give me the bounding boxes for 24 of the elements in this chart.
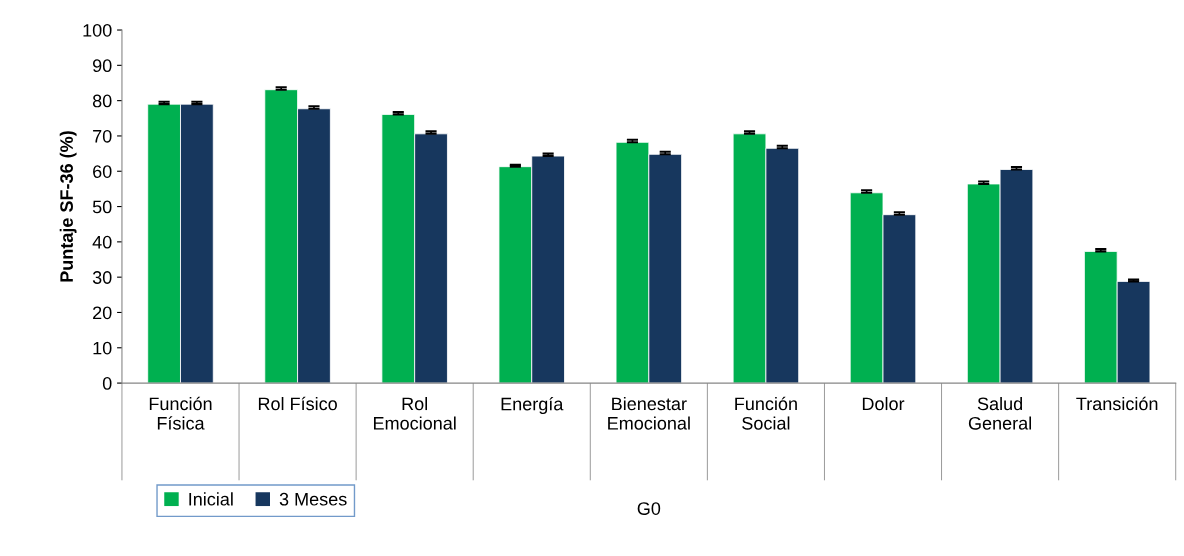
y-tick-label: 90 [92,59,112,73]
x-tick-label: Transición [1076,396,1158,411]
y-tick-label: 70 [93,129,112,143]
x-tick-label: Dolor [862,396,905,411]
x-axis-title: G0 [637,502,661,515]
legend-label: 3 Meses [279,492,347,506]
y-tick-label: 0 [102,377,112,390]
x-tick-label: Función Física [149,396,212,430]
y-axis-title: Puntaje SF-36 (%) [59,131,77,282]
y-tick-label: 60 [93,165,112,178]
y-tick-label: 20 [93,306,112,320]
y-tick-label: 100 [83,23,112,37]
x-tick-label: Función Social [735,396,797,430]
x-tick-label: Rol Emocional [374,396,456,430]
y-tick-label: 30 [92,271,112,284]
y-tick-label: 80 [92,94,112,108]
y-tick-label: 40 [92,235,112,249]
legend-label: Inicial [189,492,233,506]
x-tick-label: Rol Físico [258,396,337,411]
x-tick-label: Salud General [968,396,1031,430]
x-tick-label: Energía [501,396,564,415]
x-tick-label: Bienestar Emocional [608,396,690,430]
y-tick-label: 50 [92,200,112,214]
y-tick-label: 10 [93,341,112,355]
